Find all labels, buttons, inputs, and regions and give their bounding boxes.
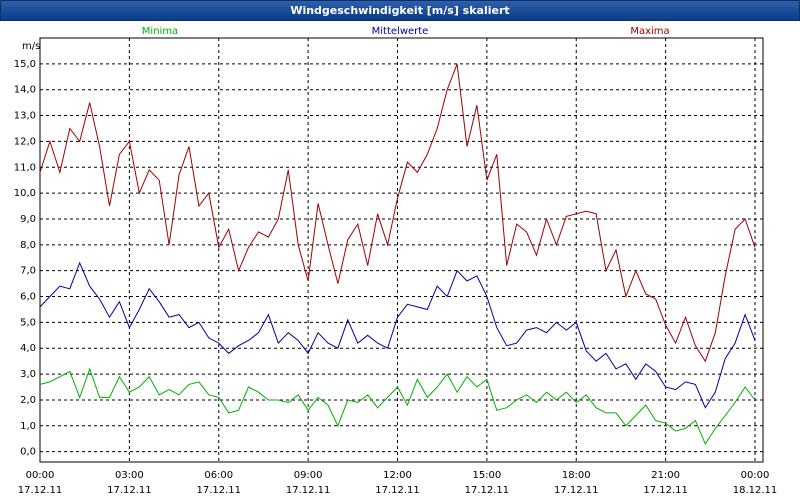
plot-frame: [39, 37, 764, 463]
x-tick-date: 18.12.11: [733, 485, 778, 496]
y-tick-label: 2,0: [20, 395, 36, 406]
x-tick-label: 18:00: [562, 470, 591, 481]
x-tick-date: 17.12.11: [465, 485, 510, 496]
y-axis-label: m/s: [22, 41, 40, 52]
y-tick-label: 12,0: [14, 136, 36, 147]
x-tick-date: 17.12.11: [196, 485, 241, 496]
x-tick-label: 06:00: [204, 470, 233, 481]
x-tick-label: 00:00: [741, 470, 770, 481]
legend-label: Mittelwerte: [372, 26, 429, 37]
x-tick-date: 17.12.11: [18, 485, 63, 496]
chart: m/s 0,0 1,0 2,0 3,0 4,0 5,0 6,0 7,0 8,0 9,0 10,0 11…: [14, 26, 778, 496]
x-tick-label: 12:00: [383, 470, 412, 481]
y-tick-label: 10,0: [14, 188, 36, 199]
x-tick-label: 00:00: [26, 470, 55, 481]
y-tick-label: 11,0: [14, 162, 36, 173]
y-tick-label: 1,0: [20, 421, 36, 432]
x-tick-date: 17.12.11: [554, 485, 599, 496]
series-line: [39, 63, 756, 363]
x-tick-date: 17.12.11: [286, 485, 331, 496]
y-tick-label: 14,0: [14, 85, 36, 96]
y-tick-label: 4,0: [20, 343, 36, 354]
legend-label: Minima: [142, 26, 178, 37]
y-tick-label: 15,0: [14, 59, 36, 70]
x-tick-label: 03:00: [115, 470, 144, 481]
series-line: [39, 261, 756, 409]
y-tick-label: 13,0: [14, 111, 36, 122]
x-tick-label: 09:00: [294, 470, 323, 481]
y-tick-label: 9,0: [20, 214, 36, 225]
y-tick-label: 3,0: [20, 369, 36, 380]
y-tick-label: 8,0: [20, 240, 36, 251]
legend-label: Maxima: [630, 26, 669, 37]
series-line: [39, 367, 756, 445]
title-bar: Windgeschwindigkeit [m/s] skaliert: [0, 0, 800, 21]
x-tick-label: 21:00: [651, 470, 680, 481]
x-tick-date: 17.12.11: [375, 485, 420, 496]
y-tick-label: 5,0: [20, 317, 36, 328]
y-tick-label: 6,0: [20, 292, 36, 303]
y-tick-label: 0,0: [20, 447, 36, 458]
x-tick-date: 17.12.11: [107, 485, 152, 496]
x-tick-date: 17.12.11: [643, 485, 688, 496]
y-tick-label: 7,0: [20, 266, 36, 277]
x-tick-label: 15:00: [472, 470, 501, 481]
